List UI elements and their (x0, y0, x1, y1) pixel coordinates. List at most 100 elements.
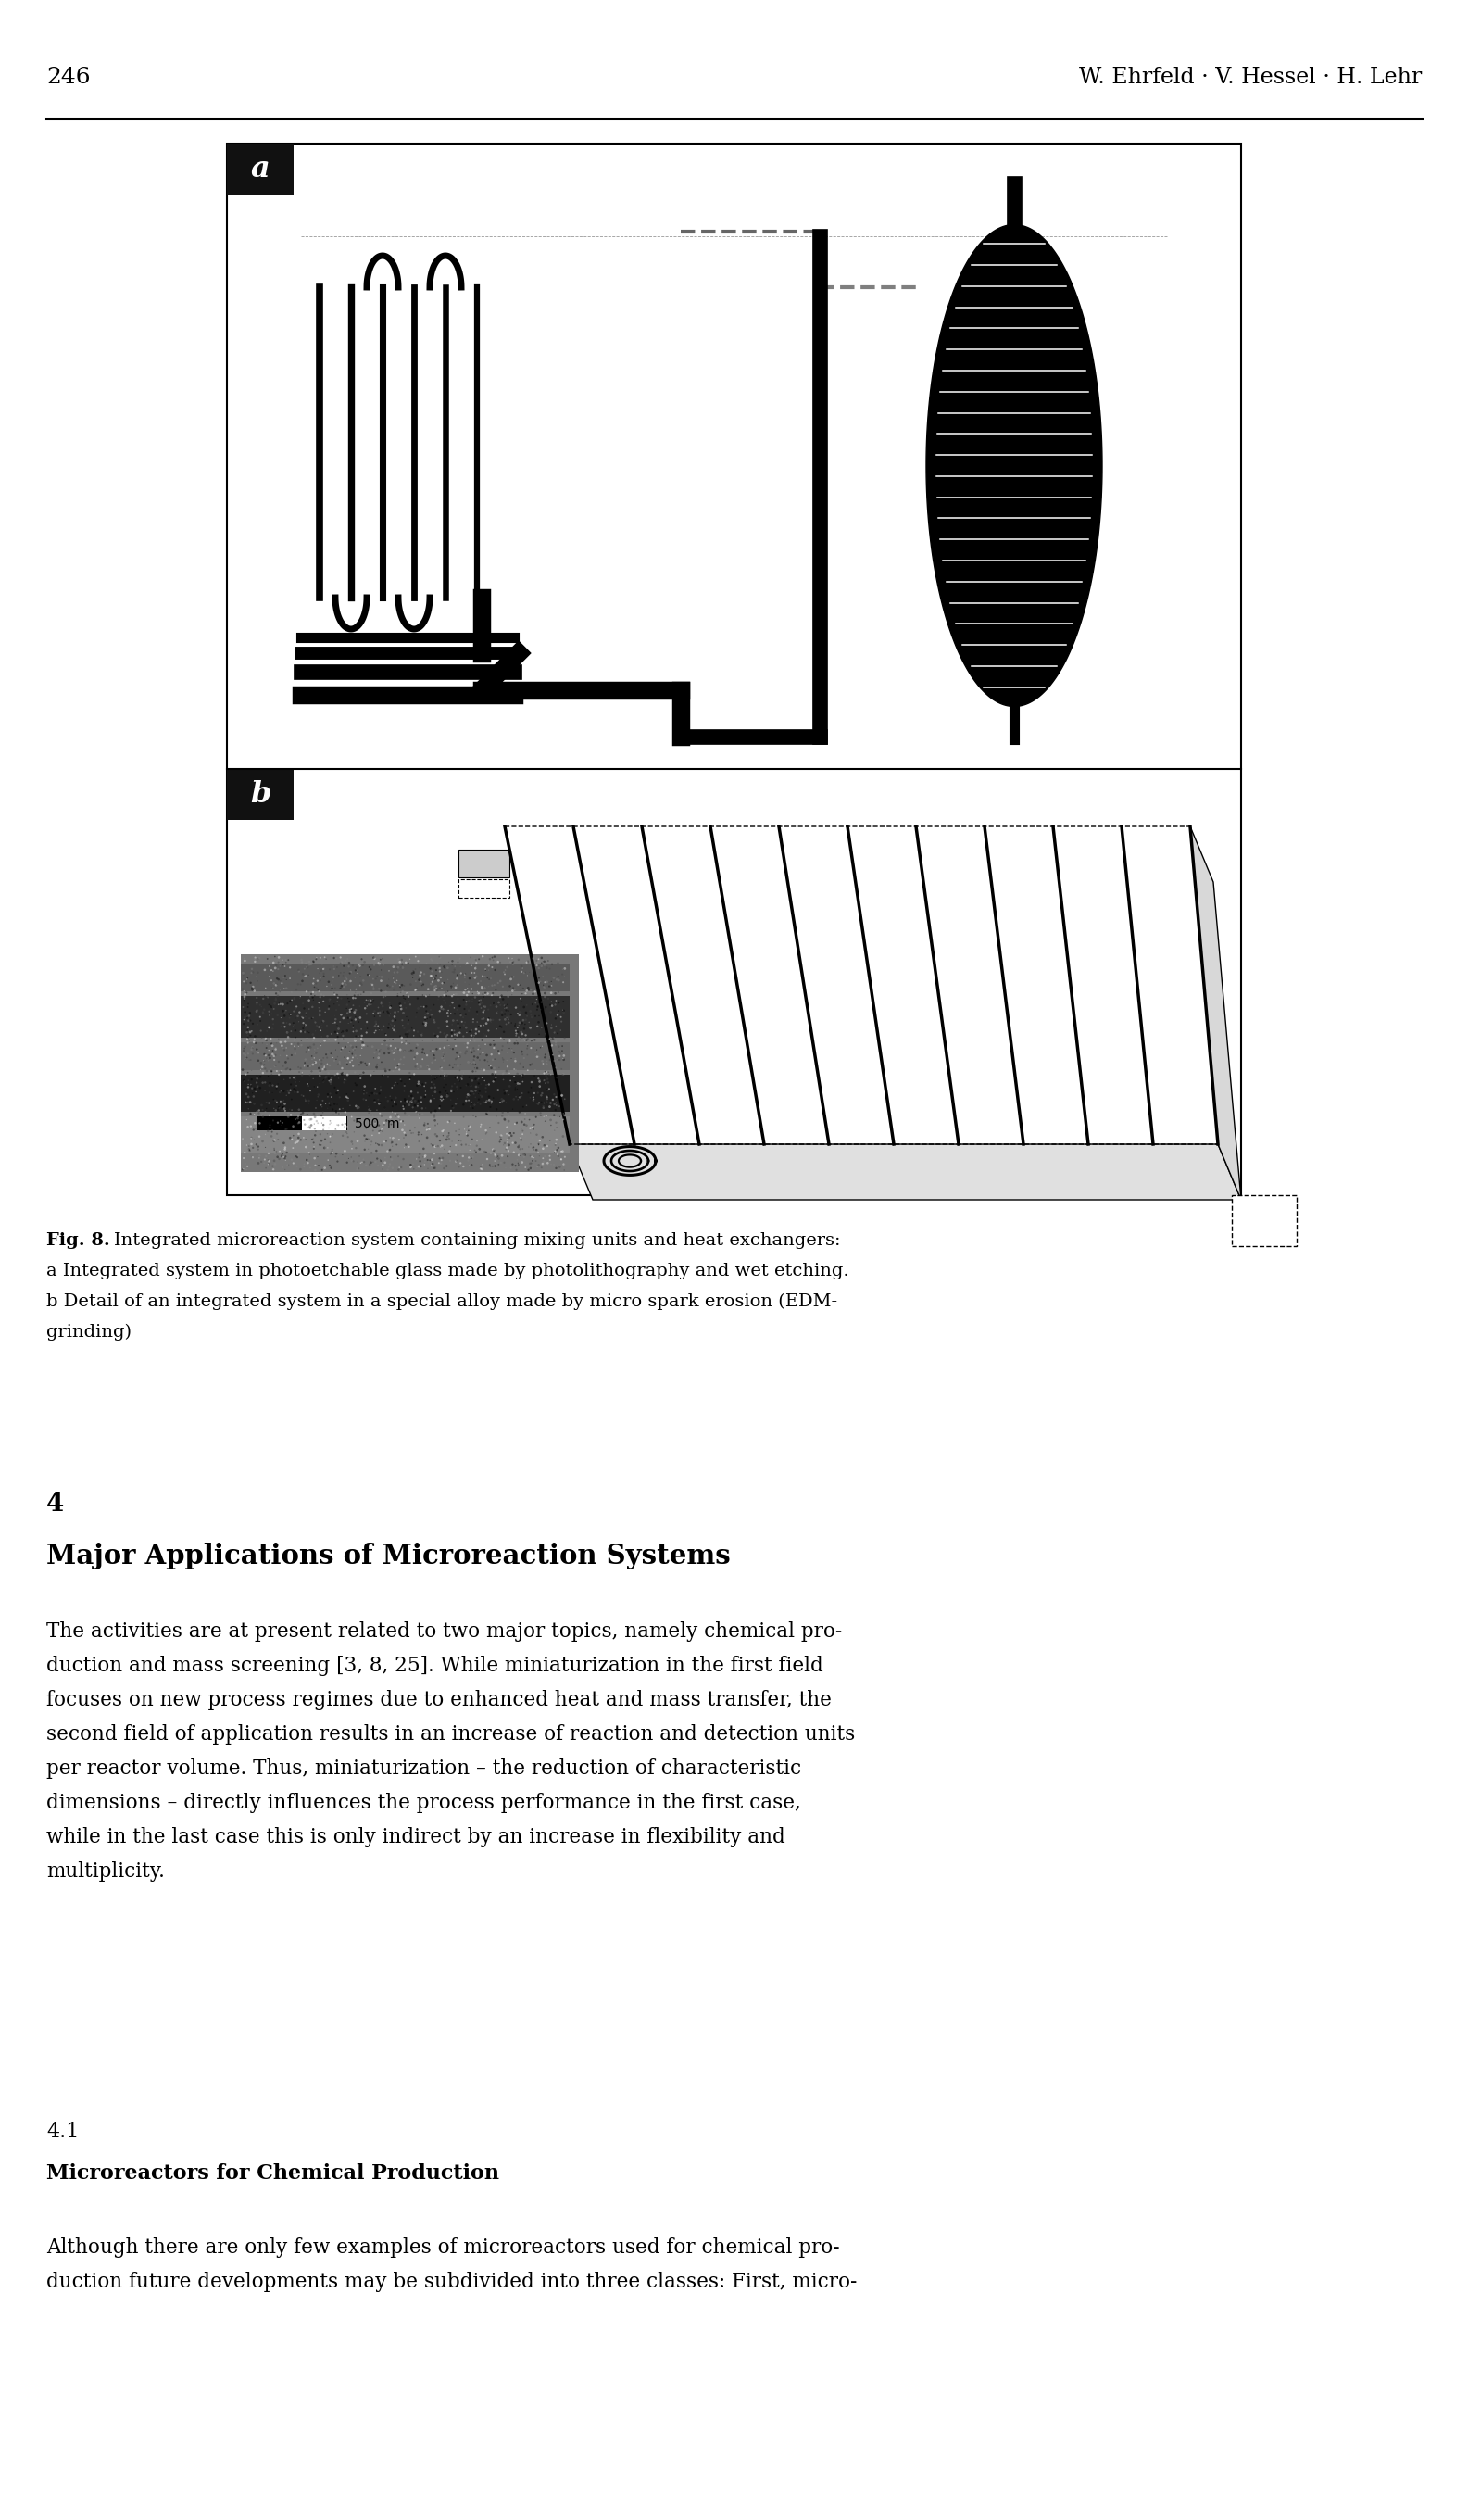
Point (461, 998, 484, 1038)
Point (346, 950, 370, 990)
Text: Integrated microreaction system containing mixing units and heat exchangers:: Integrated microreaction system containi… (115, 1232, 841, 1250)
Point (326, 980, 349, 1021)
Point (553, 1144, 577, 1184)
Point (385, 963, 408, 1003)
Point (269, 1086, 292, 1126)
Point (526, 990, 549, 1031)
Point (316, 1111, 339, 1152)
Point (304, 1043, 327, 1084)
Point (445, 1038, 468, 1079)
Point (357, 980, 380, 1021)
Point (360, 950, 383, 990)
Point (380, 1126, 404, 1167)
Point (549, 1033, 573, 1074)
Point (283, 1028, 307, 1068)
Point (382, 1033, 405, 1074)
Point (320, 968, 344, 1008)
Point (511, 1033, 534, 1074)
Point (333, 995, 357, 1036)
Point (421, 1109, 445, 1149)
Point (473, 1005, 496, 1046)
Point (326, 1043, 349, 1084)
Point (518, 1109, 542, 1149)
Point (399, 1081, 423, 1121)
Point (511, 1099, 534, 1139)
Point (348, 998, 371, 1038)
Point (346, 975, 370, 1016)
Point (511, 1129, 534, 1169)
Point (493, 1099, 517, 1139)
Point (329, 968, 352, 1008)
Point (439, 1079, 462, 1119)
Point (530, 937, 553, 978)
Point (236, 1000, 260, 1041)
Point (264, 978, 288, 1018)
Point (342, 1028, 366, 1068)
Point (349, 1008, 373, 1048)
Point (367, 1079, 390, 1119)
Point (462, 953, 486, 993)
Point (509, 1104, 533, 1144)
Point (499, 995, 523, 1036)
Point (430, 1126, 454, 1167)
Point (429, 1048, 452, 1089)
Point (465, 1058, 489, 1099)
Point (543, 1013, 567, 1053)
Point (489, 1119, 512, 1159)
Point (404, 1021, 427, 1061)
Point (248, 1104, 272, 1144)
Point (379, 985, 402, 1026)
Point (433, 1129, 457, 1169)
Point (330, 1011, 354, 1051)
Point (517, 1126, 540, 1167)
Point (451, 1000, 474, 1041)
Point (295, 1018, 319, 1058)
Point (479, 940, 502, 980)
Point (498, 1096, 521, 1137)
Point (414, 1063, 437, 1104)
Point (389, 1038, 413, 1079)
Point (236, 1076, 260, 1116)
Point (311, 1091, 335, 1131)
Point (531, 1061, 555, 1101)
Point (339, 1041, 363, 1081)
Point (467, 1094, 490, 1134)
Point (232, 980, 255, 1021)
Point (477, 950, 501, 990)
Point (402, 1016, 426, 1056)
Point (260, 1051, 283, 1091)
Point (266, 1119, 289, 1159)
Point (299, 973, 323, 1013)
Point (467, 963, 490, 1003)
Point (495, 990, 518, 1031)
Point (433, 1058, 457, 1099)
Point (275, 1003, 298, 1043)
Point (258, 1063, 282, 1104)
Point (330, 963, 354, 1003)
Point (533, 1038, 556, 1079)
Point (457, 1063, 480, 1104)
Point (241, 1003, 264, 1043)
Point (407, 1147, 430, 1187)
Point (317, 1053, 341, 1094)
Point (411, 975, 435, 1016)
Point (426, 1016, 449, 1056)
Point (380, 1124, 404, 1164)
Point (461, 1089, 484, 1129)
Point (260, 1149, 283, 1189)
Point (238, 995, 261, 1036)
Point (289, 1011, 313, 1051)
Polygon shape (505, 827, 1218, 1144)
Point (330, 1028, 354, 1068)
Point (389, 1081, 413, 1121)
Point (430, 1139, 454, 1179)
Point (490, 1081, 514, 1121)
Point (404, 1038, 427, 1079)
Point (437, 942, 461, 983)
Point (452, 1005, 476, 1046)
Point (379, 1129, 402, 1169)
Point (333, 1131, 357, 1172)
Point (338, 1086, 361, 1126)
Point (433, 1096, 457, 1137)
Point (514, 1099, 537, 1139)
